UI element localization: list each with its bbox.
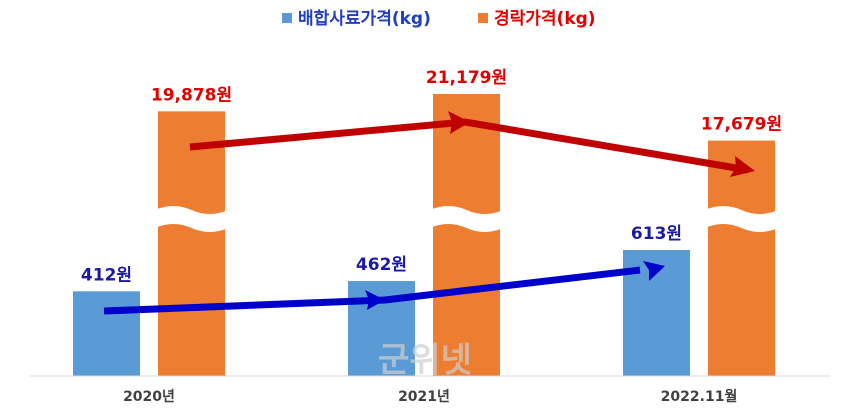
- x-tick-label: 2022.11월: [661, 388, 738, 405]
- x-tick-label: 2021년: [398, 389, 450, 405]
- data-label: 21,179원: [426, 68, 507, 88]
- bar: [708, 140, 775, 376]
- arrows: [103, 111, 755, 315]
- data-label: 462원: [356, 255, 407, 275]
- legend-label: 배합사료가격(kg): [298, 8, 431, 29]
- legend-swatch: [478, 13, 488, 23]
- legend-swatch: [282, 13, 292, 23]
- bar: [73, 291, 140, 376]
- axis-break: [155, 206, 228, 232]
- data-label: 17,679원: [701, 115, 782, 135]
- bars: [73, 94, 778, 377]
- data-label: 613원: [631, 224, 682, 244]
- axis-break: [430, 206, 503, 232]
- arrowhead: [448, 111, 470, 134]
- axis-break: [705, 206, 778, 232]
- watermark: 군위넷: [378, 341, 472, 381]
- arrowhead: [730, 156, 755, 177]
- legend-label: 경락가격(kg): [494, 9, 596, 29]
- bar: [158, 111, 225, 377]
- x-tick-label: 2020년: [123, 389, 175, 405]
- data-label: 412원: [81, 265, 132, 285]
- bar: [433, 94, 500, 376]
- arrowhead: [643, 261, 665, 281]
- arrowhead: [365, 290, 385, 310]
- data-label: 19,878원: [151, 85, 232, 105]
